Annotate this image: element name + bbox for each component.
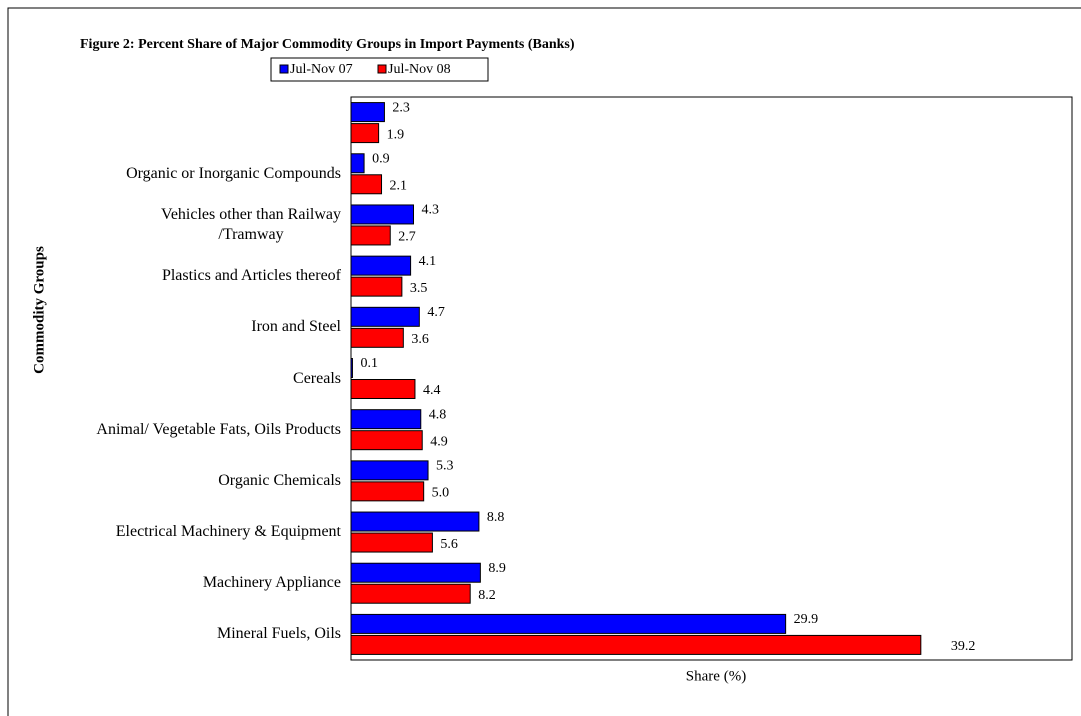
bar (350, 532, 433, 553)
bar (350, 562, 481, 583)
category-label: Machinery Appliance (202, 574, 341, 592)
bar (350, 460, 429, 481)
bar (350, 409, 422, 430)
category-label: Mineral Fuels, Oils (217, 625, 341, 643)
legend-label: Jul-Nov 07 (290, 62, 353, 77)
data-label: 2.7 (398, 230, 416, 245)
data-label: 3.5 (410, 281, 428, 296)
bar (350, 123, 380, 144)
data-label: 4.3 (422, 203, 440, 218)
bar (350, 430, 423, 451)
data-label: 5.6 (440, 537, 458, 552)
category-label: Plastics and Articles thereof (161, 267, 341, 285)
bar (350, 379, 416, 399)
data-label: 0.9 (372, 151, 390, 166)
y-axis-label: Commodity Groups (31, 246, 47, 374)
data-label: 5.0 (432, 486, 450, 501)
bar (350, 153, 365, 174)
data-label: 29.9 (794, 612, 819, 627)
legend-swatch (377, 64, 387, 74)
bar (350, 481, 425, 502)
legend-swatch (279, 64, 289, 74)
category-label: Electrical Machinery & Equipment (115, 523, 341, 541)
data-label: 4.9 (430, 434, 448, 449)
bar (350, 204, 415, 225)
bar (350, 174, 383, 195)
bar (350, 583, 471, 604)
data-label: 2.1 (390, 178, 408, 193)
data-label: 1.9 (387, 127, 405, 142)
bar (350, 511, 480, 532)
category-label: Animal/ Vegetable Fats, Oils Products (96, 420, 341, 438)
category-label: Iron and Steel (251, 318, 341, 336)
data-label: 4.8 (429, 407, 447, 422)
data-label: 4.1 (419, 254, 437, 269)
data-label: 5.3 (436, 459, 454, 474)
category-label: Cereals (293, 369, 341, 387)
plot-area (350, 96, 1073, 661)
data-label: 2.3 (392, 100, 410, 115)
bar (350, 102, 385, 123)
legend-label: Jul-Nov 08 (388, 62, 451, 77)
bar (350, 276, 403, 297)
data-label: 8.9 (488, 561, 506, 576)
frame (7, 7, 1081, 716)
bar (350, 327, 404, 348)
data-label: 0.1 (360, 356, 378, 371)
data-label: 3.6 (411, 332, 429, 347)
bar (350, 634, 922, 655)
bar (350, 225, 391, 246)
bar (350, 358, 353, 378)
data-label: 39.2 (951, 639, 976, 654)
category-label: Organic Chemicals (218, 471, 341, 489)
category-label: Vehicles other than Railway /Tramway (161, 205, 341, 243)
x-axis-label: Share (%) (686, 668, 746, 684)
data-label: 8.8 (487, 510, 505, 525)
bar (350, 255, 412, 276)
category-label: Organic or Inorganic Compounds (126, 164, 341, 182)
data-label: 8.2 (478, 588, 496, 603)
chart-title: Figure 2: Percent Share of Major Commodi… (80, 37, 575, 52)
data-label: 4.4 (423, 383, 441, 398)
bar (350, 613, 787, 634)
bar (350, 306, 420, 327)
data-label: 4.7 (427, 305, 445, 320)
